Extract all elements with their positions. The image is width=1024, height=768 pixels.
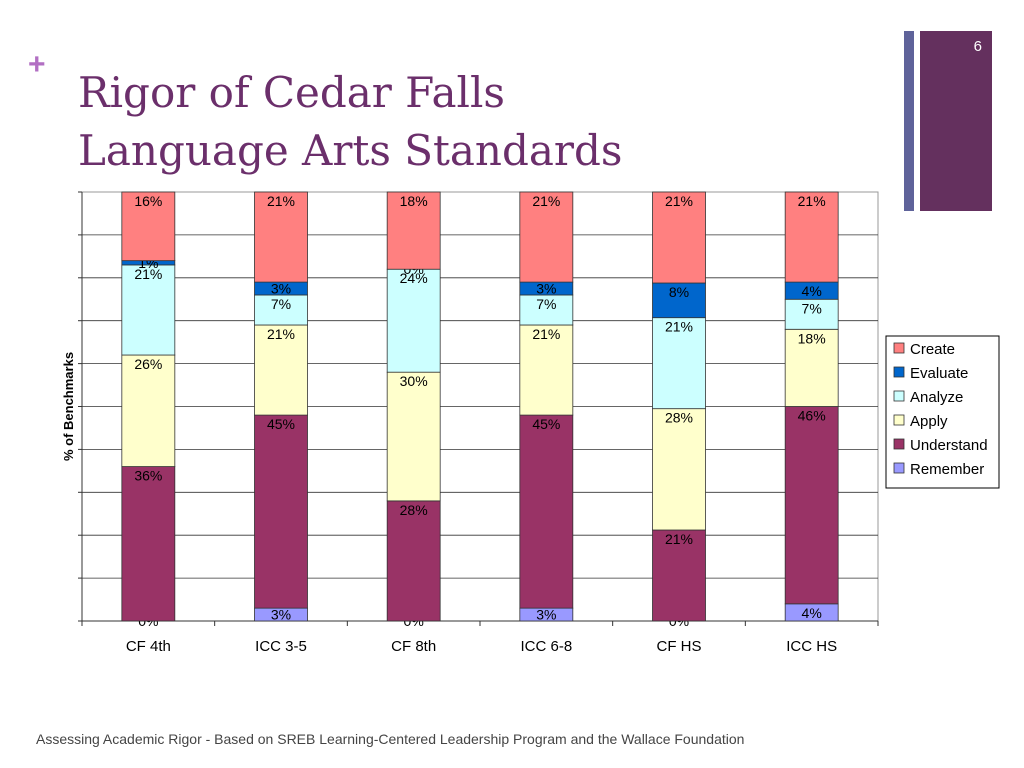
data-label: 21% — [665, 193, 693, 209]
data-label: 30% — [400, 373, 428, 389]
bar-segment-apply — [386, 371, 441, 502]
bar-segment-understand — [784, 406, 839, 605]
legend-swatch-understand — [893, 438, 905, 450]
page-number: 6 — [973, 38, 982, 55]
data-label: 21% — [532, 193, 560, 209]
x-tick-label: CF 4th — [126, 638, 171, 655]
title-line-1: Rigor of Cedar Falls — [78, 68, 505, 117]
bar-segment-understand — [519, 414, 574, 609]
bar-segment-analyze — [254, 294, 308, 326]
x-tick-label: CF HS — [657, 638, 702, 655]
data-label: 36% — [134, 468, 162, 484]
bar-segment-understand — [121, 466, 176, 622]
bar-segment-create — [652, 191, 706, 284]
legend-swatch-analyze — [893, 390, 905, 402]
x-tick-label: ICC 6-8 — [520, 638, 572, 655]
legend — [885, 335, 1000, 489]
data-label: 46% — [798, 408, 826, 424]
data-label: 45% — [532, 416, 560, 432]
bar-segment-evaluate — [652, 282, 706, 319]
legend-label-evaluate: Evaluate — [910, 365, 968, 382]
data-label: 8% — [669, 284, 689, 300]
bar-segment-understand — [652, 529, 706, 622]
legend-swatch-remember — [893, 462, 905, 474]
footer-text: Assessing Academic Rigor - Based on SREB… — [36, 731, 745, 747]
legend-label-apply: Apply — [910, 413, 948, 430]
legend-swatch-evaluate — [893, 366, 905, 378]
data-label: 21% — [532, 326, 560, 342]
bar-segment-understand — [254, 414, 308, 609]
bar-segment-analyze — [121, 264, 176, 356]
slide-title: Rigor of Cedar Falls Language Arts Stand… — [78, 64, 622, 180]
bar-segment-create — [121, 191, 176, 262]
data-label: 3% — [536, 281, 556, 297]
data-label: 4% — [802, 605, 822, 621]
legend-label-understand: Understand — [910, 437, 988, 454]
bar-segment-apply — [784, 328, 839, 407]
data-label: 3% — [271, 607, 291, 623]
bar-segment-analyze — [386, 268, 441, 373]
data-label: 21% — [798, 193, 826, 209]
data-label: 18% — [400, 193, 428, 209]
bar-segment-create — [254, 191, 308, 283]
data-label: 21% — [665, 531, 693, 547]
data-label: 21% — [267, 326, 295, 342]
legend-swatch-create — [893, 342, 905, 354]
bar-segment-understand — [386, 500, 441, 622]
data-label: 26% — [134, 356, 162, 372]
bar-segment-apply — [519, 324, 574, 416]
data-label: 18% — [798, 330, 826, 346]
data-label: 7% — [802, 300, 822, 316]
data-label: 16% — [134, 193, 162, 209]
legend-swatch-apply — [893, 414, 905, 426]
data-label: 7% — [536, 296, 556, 312]
accent-bar-thin — [904, 31, 914, 211]
title-line-2: Language Arts Standards — [78, 126, 623, 175]
x-tick-label: ICC HS — [786, 638, 837, 655]
data-label: 21% — [665, 319, 693, 335]
data-label: 3% — [536, 607, 556, 623]
data-label: 28% — [400, 502, 428, 518]
data-label: 3% — [271, 281, 291, 297]
legend-label-create: Create — [910, 341, 955, 358]
plus-icon: + — [28, 48, 46, 81]
y-axis-label: % of Benchmarks — [61, 352, 76, 461]
data-label: 21% — [267, 193, 295, 209]
x-tick-label: ICC 3-5 — [255, 638, 307, 655]
data-label: 7% — [271, 296, 291, 312]
data-label: 24% — [400, 270, 428, 286]
bar-segment-analyze — [652, 317, 706, 410]
data-label: 4% — [802, 283, 822, 299]
bar-segment-apply — [652, 408, 706, 531]
bar-segment-create — [784, 191, 839, 283]
bar-segment-analyze — [519, 294, 574, 326]
legend-label-analyze: Analyze — [910, 389, 963, 406]
bar-segment-create — [519, 191, 574, 283]
bar-segment-create — [386, 191, 441, 270]
bar-segment-apply — [121, 354, 176, 467]
x-tick-label: CF 8th — [391, 638, 436, 655]
legend-label-remember: Remember — [910, 461, 984, 478]
data-label: 28% — [665, 410, 693, 426]
accent-bar-wide — [920, 31, 992, 211]
data-label: 21% — [134, 266, 162, 282]
data-label: 45% — [267, 416, 295, 432]
